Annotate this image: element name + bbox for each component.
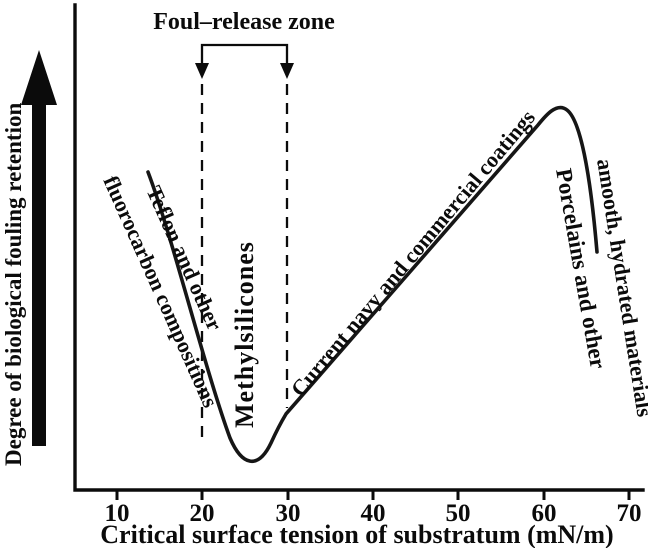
- down-arrow-icon: [280, 63, 294, 79]
- foul-release-zone-bracket: [195, 43, 294, 79]
- down-arrow-icon: [195, 63, 209, 79]
- annotation-methylsilicones: Methylsilicones: [230, 241, 259, 428]
- annotation-navy-coatings: Current navy and commercial coatings: [286, 105, 541, 402]
- fouling-retention-curve: [146, 105, 599, 464]
- x-axis-tick-labels: 10 20 30 40 50 60 70: [105, 500, 642, 527]
- x-axis-label: Critical surface tension of substratum (…: [100, 520, 613, 548]
- y-axis-increase-arrow-icon: [21, 50, 57, 446]
- annotation-porcelains-line2: amooth, hydrated materials: [592, 157, 648, 419]
- foul-release-zone-title: Foul–release zone: [153, 9, 335, 35]
- x-tick-40: 40: [361, 500, 386, 527]
- material-annotations: Teflon and other fluorocarbon compositio…: [98, 105, 648, 428]
- x-tick-60: 60: [532, 500, 557, 527]
- x-tick-10: 10: [105, 500, 130, 527]
- x-tick-70: 70: [617, 500, 642, 527]
- plot-axes: [73, 3, 645, 500]
- y-axis-label: Degree of biological fouling retention: [1, 103, 26, 466]
- x-tick-50: 50: [446, 500, 471, 527]
- x-tick-30: 30: [276, 500, 301, 527]
- x-tick-20: 20: [190, 500, 215, 527]
